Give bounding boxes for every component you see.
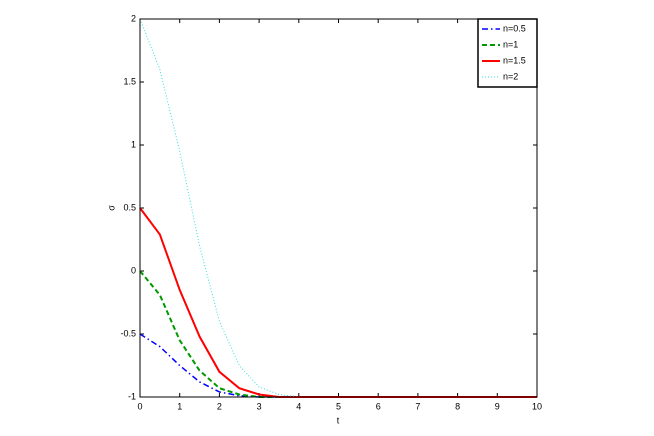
- x-tick-label: 4: [296, 401, 301, 411]
- x-tick-label: 0: [137, 401, 142, 411]
- series-line: [139, 18, 537, 398]
- y-tick-label: 1: [131, 139, 136, 149]
- y-axis-label: σ: [106, 205, 116, 211]
- x-tick-label: 8: [455, 401, 460, 411]
- legend-label: n=1: [503, 39, 518, 49]
- y-tick-label: 0.5: [123, 202, 136, 212]
- x-tick-label: 7: [415, 401, 420, 411]
- plot-frame: [139, 18, 538, 398]
- x-tick-label: 9: [495, 401, 500, 411]
- x-tick-label: 3: [257, 401, 262, 411]
- x-tick-label: 5: [336, 401, 341, 411]
- legend-label: n=0.5: [503, 23, 526, 33]
- legend-box: [477, 18, 538, 88]
- x-tick-label: 6: [376, 401, 381, 411]
- y-tick-label: 1.5: [123, 76, 136, 86]
- legend-label: n=2: [503, 71, 518, 81]
- x-axis-label: t: [337, 415, 340, 425]
- x-tick-label: 10: [532, 401, 542, 411]
- y-tick-label: -1: [128, 391, 136, 401]
- y-tick-label: -0.5: [120, 328, 136, 338]
- x-tick-label: 2: [217, 401, 222, 411]
- y-tick-label: 2: [131, 13, 136, 23]
- y-tick-label: 0: [131, 265, 136, 275]
- legend-label: n=1.5: [503, 55, 526, 65]
- x-tick-label: 1: [177, 401, 182, 411]
